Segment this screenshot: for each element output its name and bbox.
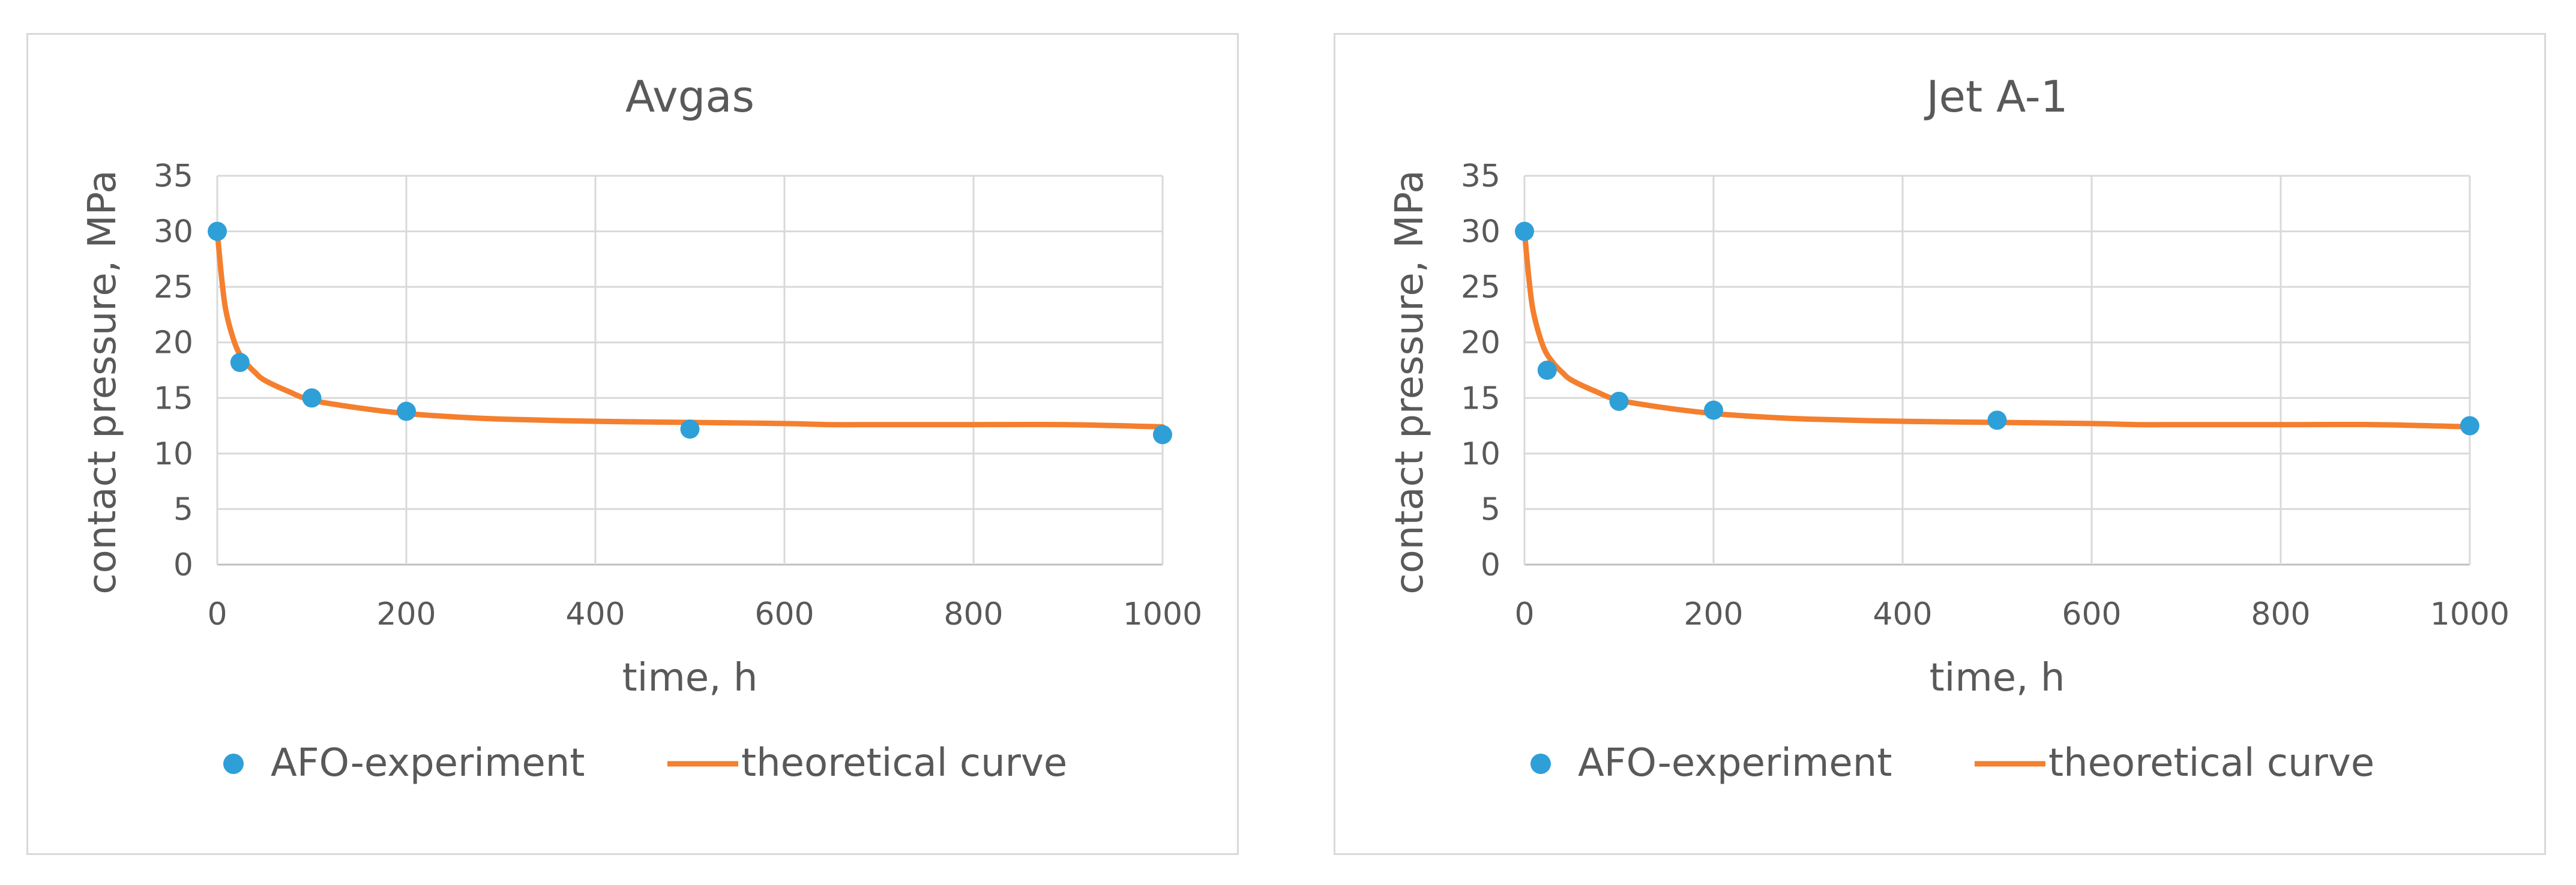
data-point-afo-experiment xyxy=(1987,410,2007,430)
legend-label: AFO-experiment xyxy=(1578,741,1892,785)
y-tick-label: 5 xyxy=(1481,491,1500,527)
y-tick-label: 5 xyxy=(173,491,193,527)
legend-label: theoretical curve xyxy=(2048,741,2374,785)
legend-label: AFO-experiment xyxy=(271,741,585,785)
x-axis-label: time, h xyxy=(622,656,758,700)
data-point-afo-experiment xyxy=(230,353,250,373)
y-tick-label: 0 xyxy=(173,547,193,583)
chart-title: Jet A-1 xyxy=(1924,71,2068,122)
y-tick-label: 35 xyxy=(154,158,193,194)
x-axis-label: time, h xyxy=(1930,656,2065,700)
data-point-afo-experiment xyxy=(1609,391,1629,411)
x-tick-label: 200 xyxy=(1684,596,1743,632)
data-point-afo-experiment xyxy=(680,419,700,439)
x-tick-label: 1000 xyxy=(2430,596,2509,632)
legend-label: theoretical curve xyxy=(741,741,1067,785)
x-tick-label: 600 xyxy=(754,596,814,632)
x-tick-label: 400 xyxy=(1873,596,1932,632)
x-tick-label: 0 xyxy=(1514,596,1534,632)
data-point-afo-experiment xyxy=(208,221,227,241)
y-tick-label: 15 xyxy=(1461,380,1500,416)
data-point-afo-experiment xyxy=(1153,425,1172,445)
x-tick-label: 800 xyxy=(943,596,1003,632)
series-line-theoretical-curve xyxy=(1521,229,2473,430)
x-tick-label: 0 xyxy=(207,596,227,632)
chart-jet-a1: Jet A-1 0 5 10 15 20 25 30 35 0 200 400 600 800 1000 ti… xyxy=(1388,71,2509,785)
y-tick-label: 0 xyxy=(1481,547,1500,583)
data-point-afo-experiment xyxy=(1537,361,1557,380)
y-tick-label: 30 xyxy=(1461,214,1500,250)
y-tick-label: 30 xyxy=(154,214,193,250)
data-point-afo-experiment xyxy=(1515,221,1534,241)
chart-panel-jet-a1: Jet A-1 0 5 10 15 20 25 30 35 0 200 400 600 800 1000 ti… xyxy=(1334,33,2546,855)
y-tick-label: 20 xyxy=(1461,325,1500,361)
y-tick-label: 10 xyxy=(1461,436,1500,472)
chart-avgas: Avgas 0 5 10 15 20 25 30 35 0 200 400 600 800 1000 time… xyxy=(80,71,1202,785)
legend-marker-afo-experiment xyxy=(1530,754,1551,774)
x-tick-label: 1000 xyxy=(1123,596,1202,632)
data-point-afo-experiment xyxy=(2460,416,2479,436)
y-axis-label: contact pressure, MPa xyxy=(80,170,125,594)
y-tick-label: 10 xyxy=(154,436,193,472)
y-tick-label: 20 xyxy=(154,325,193,361)
chart-title: Avgas xyxy=(625,71,754,122)
data-point-afo-experiment xyxy=(1704,400,1723,420)
y-tick-label: 25 xyxy=(1461,269,1500,305)
y-axis-label: contact pressure, MPa xyxy=(1388,170,1432,594)
x-tick-label: 400 xyxy=(565,596,625,632)
y-tick-label: 25 xyxy=(154,269,193,305)
data-point-afo-experiment xyxy=(302,388,322,408)
x-tick-label: 800 xyxy=(2251,596,2310,632)
chart-panel-avgas: Avgas 0 5 10 15 20 25 30 35 0 200 400 600 800 1000 time… xyxy=(26,33,1239,855)
data-point-afo-experiment xyxy=(397,401,416,421)
legend-marker-afo-experiment xyxy=(223,754,244,774)
x-tick-label: 600 xyxy=(2062,596,2121,632)
x-tick-label: 200 xyxy=(376,596,436,632)
y-tick-label: 35 xyxy=(1461,158,1500,194)
y-tick-label: 15 xyxy=(154,380,193,416)
